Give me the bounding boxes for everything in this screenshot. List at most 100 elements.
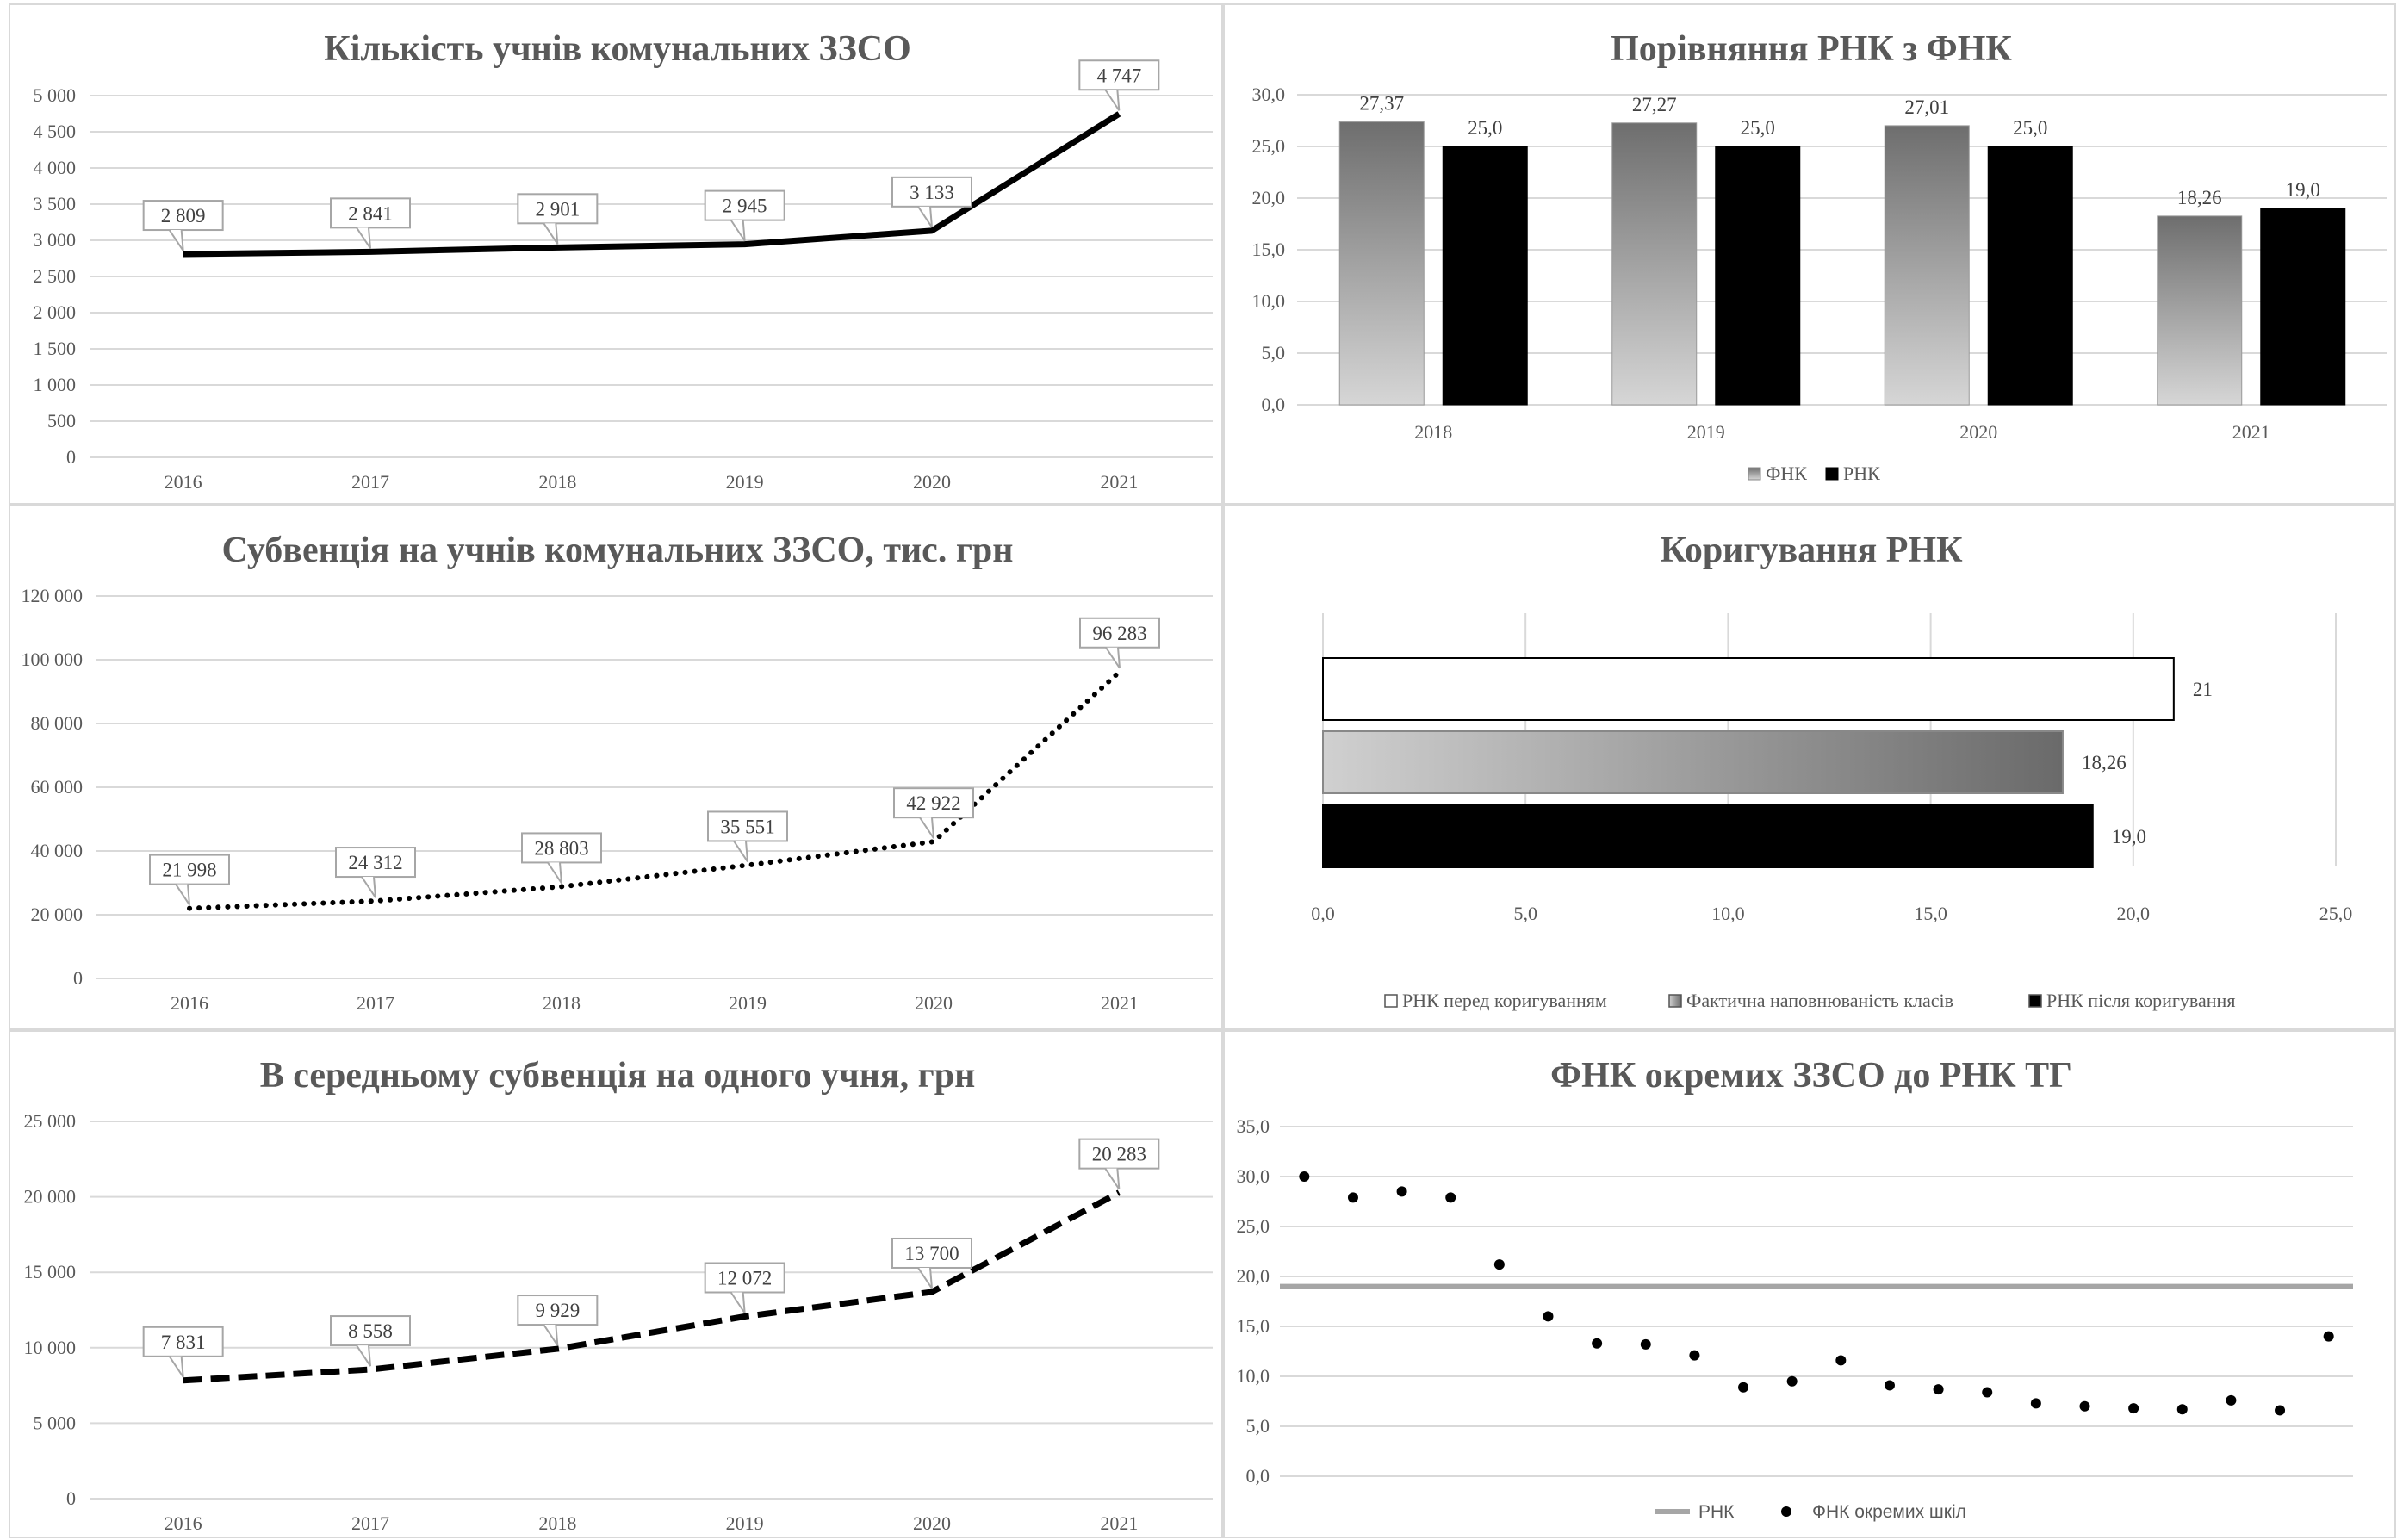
data-label-box <box>1078 59 1160 91</box>
data-label-box <box>330 1315 411 1347</box>
chart-title: Порівняння РНК з ФНК <box>1611 29 2012 69</box>
bar <box>1884 125 1970 406</box>
correction-chart-panel: Коригування РНК 0,0 5,0 10,0 15,0 20,0 25,0 21 1… <box>1223 505 2396 1030</box>
data-label: 2 945 <box>704 189 785 242</box>
data-label-pointer <box>917 206 933 228</box>
y-tick-label: 60 000 <box>31 776 84 798</box>
y-tick-label: 0,0 <box>1246 1465 1270 1487</box>
y-tick-label: 20,0 <box>1237 1265 1270 1287</box>
scatter-point <box>1592 1338 1603 1349</box>
x-tick-label: 2020 <box>915 992 953 1014</box>
data-label: 12 072 <box>704 1262 785 1314</box>
bar <box>2260 208 2346 406</box>
y-tick-label: 80 000 <box>31 712 84 734</box>
y-tick-label: 20,0 <box>1252 187 1286 208</box>
chart-title: Субвенція на учнів комунальних ЗЗСО, тис… <box>222 531 1014 570</box>
x-tick-label: 2021 <box>1101 992 1139 1014</box>
students-chart-panel: Кількість учнів комунальних ЗЗСО 0 500 1 00… <box>9 3 1223 505</box>
data-label-box <box>704 1262 785 1294</box>
scatter-point <box>2176 1404 2188 1415</box>
y-tick-label: 40 000 <box>31 840 84 861</box>
data-label-text: 24 312 <box>348 852 402 873</box>
legend-label: ФНК <box>1766 463 1807 484</box>
y-tick-label: 3 500 <box>34 193 77 214</box>
data-label-text: 20 283 <box>1092 1144 1146 1165</box>
data-label-box <box>1078 1138 1160 1170</box>
data-label: 28 803 <box>521 832 602 884</box>
legend-label: РНК <box>1843 463 1880 484</box>
bar-data-label: 21 <box>2193 679 2213 700</box>
scatter-point <box>1738 1382 1749 1393</box>
bar <box>2157 215 2243 406</box>
data-label-pointer <box>168 229 184 251</box>
data-label: 8 558 <box>330 1315 411 1367</box>
y-tick-label: 1 000 <box>34 374 77 395</box>
bar-data-label: 27,27 <box>1632 94 1677 115</box>
scatter-point <box>1493 1259 1505 1270</box>
scatter-point <box>1982 1387 1993 1398</box>
series-line <box>183 1189 1121 1384</box>
data-label-box <box>149 854 230 885</box>
data-label: 2 901 <box>517 193 599 245</box>
bar-data-label: 18,26 <box>2082 752 2127 773</box>
data-label-text: 2 841 <box>348 202 393 224</box>
y-tick-label: 5 000 <box>34 84 77 106</box>
data-label-pointer <box>730 1291 746 1314</box>
y-tick-label: 20 000 <box>31 904 84 925</box>
scatter-point <box>1933 1384 1944 1395</box>
x-tick-label: 2018 <box>538 471 576 493</box>
legend-label: РНК <box>1698 1502 1735 1522</box>
scatter-point <box>1786 1375 1798 1387</box>
legend-swatch <box>1748 467 1761 481</box>
data-label: 21 998 <box>149 854 230 906</box>
data-label-text: 7 831 <box>161 1332 206 1353</box>
data-label-pointer <box>1105 647 1121 669</box>
bar <box>1322 657 2175 721</box>
data-label-text: 42 922 <box>906 792 960 814</box>
y-tick-label: 0 <box>66 446 76 468</box>
y-tick-label: 15,0 <box>1252 239 1286 260</box>
x-tick-label: 2018 <box>543 992 581 1014</box>
data-label-box <box>707 810 788 842</box>
data-label-box <box>517 1295 599 1326</box>
data-label-pointer <box>168 1356 184 1378</box>
y-tick-label: 30,0 <box>1237 1165 1270 1187</box>
y-tick-label: 20 000 <box>24 1186 77 1208</box>
data-label: 13 700 <box>891 1237 972 1289</box>
scatter-point <box>2275 1405 2286 1416</box>
series-line <box>183 111 1121 258</box>
scatter-point <box>1396 1186 1407 1197</box>
y-tick-label: 5,0 <box>1262 342 1286 363</box>
ratio-chart: Порівняння РНК з ФНК 0,0 5,0 10,0 15,0 20,0 25… <box>1252 29 2387 484</box>
data-label-text: 13 700 <box>904 1243 959 1264</box>
bar <box>1322 730 2064 794</box>
data-label-pointer <box>1104 1168 1121 1190</box>
y-tick-label: 4 000 <box>34 157 77 178</box>
legend-swatch <box>1668 994 1682 1008</box>
data-label-pointer <box>356 227 371 249</box>
chart-title: ФНК окремих ЗЗСО до РНК ТГ <box>1550 1056 2072 1096</box>
bar-data-label: 19,0 <box>2112 826 2146 848</box>
data-label-pointer <box>730 220 746 242</box>
x-tick-label: 0,0 <box>1311 903 1335 924</box>
scatter-point <box>2323 1331 2334 1342</box>
y-tick-label: 30,0 <box>1252 84 1286 105</box>
series-line <box>187 668 1122 911</box>
scatter-point <box>2030 1398 2041 1409</box>
legend-label: РНК перед коригуванням <box>1402 990 1607 1011</box>
y-tick-label: 15 000 <box>24 1261 77 1282</box>
x-tick-label: 2016 <box>165 471 202 493</box>
data-label-text: 28 803 <box>534 837 588 859</box>
y-tick-label: 100 000 <box>22 649 84 670</box>
y-tick-label: 5,0 <box>1246 1415 1270 1437</box>
data-label-box <box>142 1326 224 1357</box>
x-tick-label: 2020 <box>913 1512 951 1534</box>
data-label-text: 2 901 <box>535 198 580 220</box>
y-tick-label: 4 500 <box>34 121 77 142</box>
y-tick-label: 0 <box>66 1487 76 1509</box>
x-tick-label: 2019 <box>726 471 764 493</box>
data-label-box <box>893 787 974 819</box>
y-tick-label: 25,0 <box>1237 1215 1270 1237</box>
bar <box>1338 121 1425 406</box>
x-tick-label: 2020 <box>1959 421 1997 443</box>
